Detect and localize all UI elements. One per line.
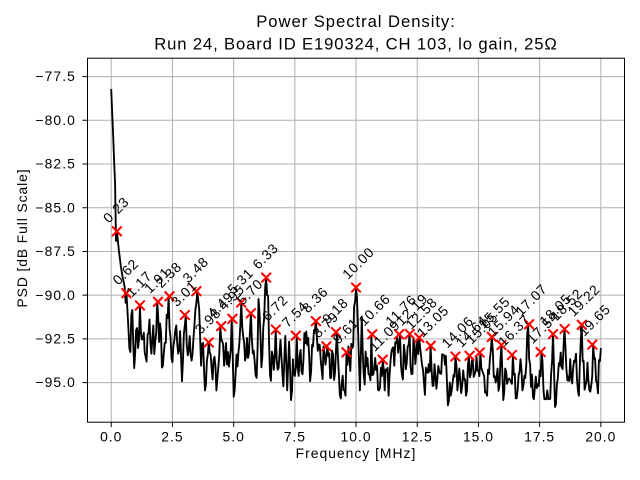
- svg-text:Run 24, Board ID E190324, CH 1: Run 24, Board ID E190324, CH 103, lo gai…: [154, 34, 557, 53]
- svg-text:17.5: 17.5: [524, 429, 555, 445]
- svg-text:−87.5: −87.5: [35, 243, 76, 259]
- svg-text:20.0: 20.0: [585, 429, 616, 445]
- svg-text:5.0: 5.0: [223, 429, 245, 445]
- svg-text:15.0: 15.0: [463, 429, 494, 445]
- svg-text:PSD [dB Full Scale]: PSD [dB Full Scale]: [14, 169, 30, 308]
- svg-text:−80.0: −80.0: [35, 112, 76, 128]
- svg-text:−90.0: −90.0: [35, 287, 76, 303]
- svg-text:−85.0: −85.0: [35, 199, 76, 215]
- svg-text:Power Spectral Density:: Power Spectral Density:: [256, 12, 456, 31]
- svg-text:2.5: 2.5: [161, 429, 183, 445]
- svg-text:0.0: 0.0: [100, 429, 122, 445]
- svg-text:Frequency [MHz]: Frequency [MHz]: [296, 445, 417, 461]
- svg-text:−82.5: −82.5: [35, 156, 76, 172]
- svg-text:12.5: 12.5: [402, 429, 433, 445]
- svg-text:10.0: 10.0: [341, 429, 372, 445]
- svg-text:−92.5: −92.5: [35, 330, 76, 346]
- svg-text:7.5: 7.5: [284, 429, 306, 445]
- svg-text:−95.0: −95.0: [35, 374, 76, 390]
- svg-text:−77.5: −77.5: [35, 68, 76, 84]
